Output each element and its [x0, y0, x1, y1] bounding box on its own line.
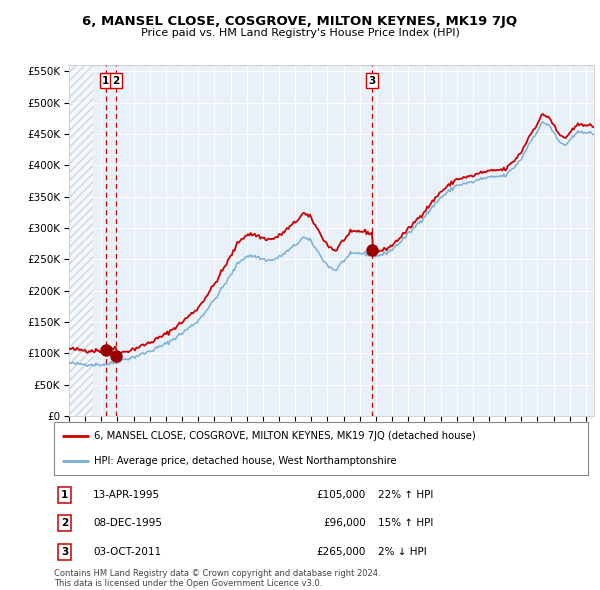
- Text: This data is licensed under the Open Government Licence v3.0.: This data is licensed under the Open Gov…: [54, 579, 322, 588]
- Text: £265,000: £265,000: [317, 547, 366, 556]
- Text: 03-OCT-2011: 03-OCT-2011: [93, 547, 161, 556]
- Text: 6, MANSEL CLOSE, COSGROVE, MILTON KEYNES, MK19 7JQ: 6, MANSEL CLOSE, COSGROVE, MILTON KEYNES…: [82, 15, 518, 28]
- Text: 22% ↑ HPI: 22% ↑ HPI: [378, 490, 433, 500]
- Text: 1: 1: [102, 76, 109, 86]
- Text: £105,000: £105,000: [317, 490, 366, 500]
- Text: £96,000: £96,000: [323, 519, 366, 528]
- Text: 15% ↑ HPI: 15% ↑ HPI: [378, 519, 433, 528]
- Text: 3: 3: [368, 76, 376, 86]
- Text: 1: 1: [61, 490, 68, 500]
- Text: 3: 3: [61, 547, 68, 556]
- Text: HPI: Average price, detached house, West Northamptonshire: HPI: Average price, detached house, West…: [94, 455, 397, 466]
- Text: 2% ↓ HPI: 2% ↓ HPI: [378, 547, 427, 556]
- Text: Price paid vs. HM Land Registry's House Price Index (HPI): Price paid vs. HM Land Registry's House …: [140, 28, 460, 38]
- Text: Contains HM Land Registry data © Crown copyright and database right 2024.: Contains HM Land Registry data © Crown c…: [54, 569, 380, 578]
- Text: 08-DEC-1995: 08-DEC-1995: [93, 519, 162, 528]
- Text: 2: 2: [61, 519, 68, 528]
- Bar: [69, 65, 93, 416]
- Text: 2: 2: [113, 76, 120, 86]
- Text: 13-APR-1995: 13-APR-1995: [93, 490, 160, 500]
- Text: 6, MANSEL CLOSE, COSGROVE, MILTON KEYNES, MK19 7JQ (detached house): 6, MANSEL CLOSE, COSGROVE, MILTON KEYNES…: [94, 431, 476, 441]
